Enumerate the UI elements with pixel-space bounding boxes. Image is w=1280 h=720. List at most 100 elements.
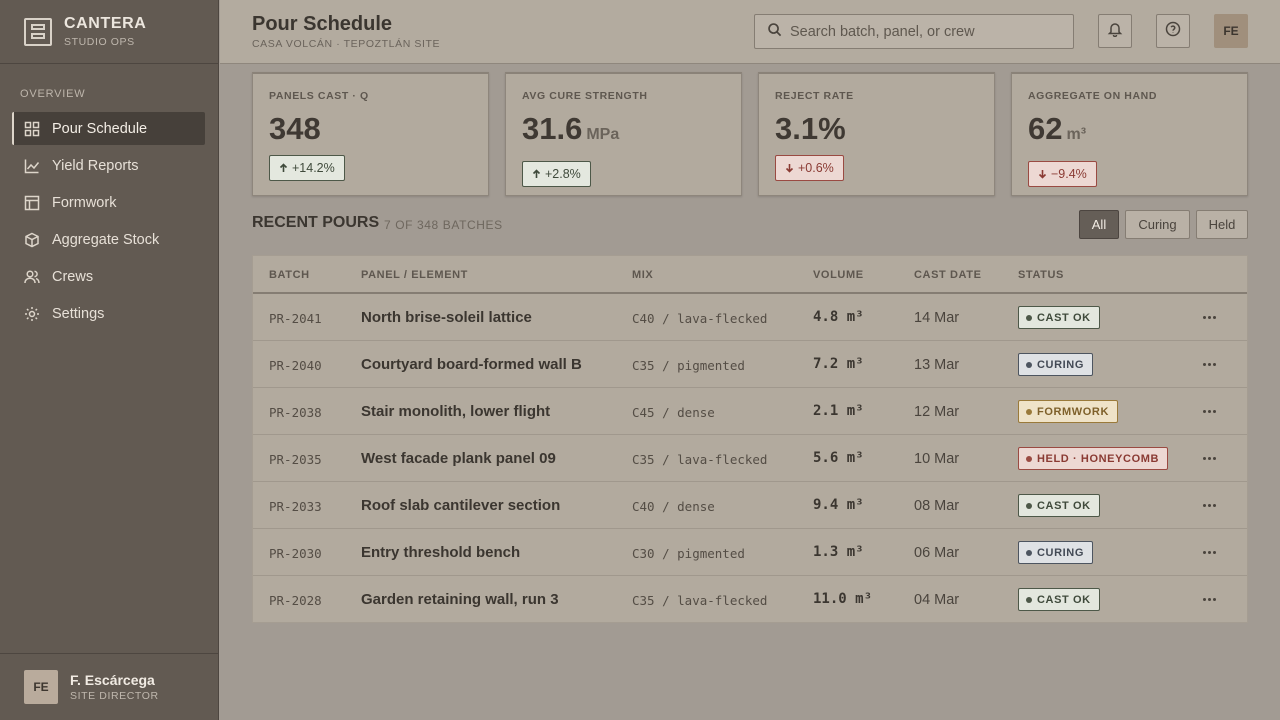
avatar: FE <box>24 670 58 704</box>
help-icon <box>1165 21 1181 42</box>
status-dot <box>1026 502 1032 509</box>
bell-icon <box>1107 21 1123 42</box>
ellipsis-icon <box>1202 456 1206 460</box>
kpi-value: 62 m³ <box>1028 111 1087 146</box>
volume: 5.6 m³ <box>813 450 864 466</box>
pours-table: BATCH PANEL / ELEMENT MIX VOLUME CAST DA… <box>252 255 1248 623</box>
search-box[interactable] <box>754 14 1074 49</box>
sidebar-item-settings[interactable]: Settings <box>12 297 205 330</box>
kpi-card-panels-cast: PANELS CAST · Q 348 +14.2% <box>252 72 489 196</box>
brand: CANTERA STUDIO OPS <box>0 0 218 64</box>
sidebar-item-crews[interactable]: Crews <box>12 260 205 293</box>
more-options-button[interactable] <box>1199 496 1219 514</box>
table-row[interactable]: PR-2033 Roof slab cantilever section C40 /… <box>253 482 1247 529</box>
table-row[interactable]: PR-2041 North brise-soleil lattice C40 / l… <box>253 294 1247 341</box>
table-header: BATCH PANEL / ELEMENT MIX VOLUME CAST DA… <box>253 256 1247 294</box>
kpi-label: REJECT RATE <box>775 90 854 102</box>
volume: 11.0 m³ <box>813 591 873 607</box>
kpi-label: PANELS CAST · Q <box>269 90 369 102</box>
search-icon <box>767 22 782 42</box>
page-subtitle: CASA VOLCÁN · TEPOZTLÁN SITE <box>252 38 441 50</box>
volume: 7.2 m³ <box>813 356 864 372</box>
ellipsis-icon <box>1202 550 1206 554</box>
column-header-panel[interactable]: PANEL / ELEMENT <box>361 269 468 281</box>
batch-id: PR-2038 <box>269 405 322 420</box>
table-row[interactable]: PR-2035 West facade plank panel 09 C35 / l… <box>253 435 1247 482</box>
grid-icon <box>24 121 40 137</box>
top-header: Pour Schedule CASA VOLCÁN · TEPOZTLÁN SI… <box>220 0 1280 64</box>
kpi-value: 348 <box>269 111 321 146</box>
batch-id: PR-2030 <box>269 546 322 561</box>
mix-spec: C30 / pigmented <box>632 546 745 561</box>
column-header-mix[interactable]: MIX <box>632 269 654 281</box>
sidebar-item-yield-reports[interactable]: Yield Reports <box>12 149 205 182</box>
kpi-card-reject-rate: REJECT RATE 3.1% +0.6% <box>758 72 995 196</box>
users-icon <box>24 269 40 285</box>
box-icon <box>24 232 40 248</box>
section-count: 7 OF 348 BATCHES <box>384 218 503 232</box>
status-badge: FORMWORK <box>1018 400 1119 423</box>
filter-all-button[interactable]: All <box>1079 210 1119 239</box>
status-badge: CURING <box>1018 541 1093 564</box>
user-profile[interactable]: FE F. Escárcega SITE DIRECTOR <box>0 653 219 720</box>
more-options-button[interactable] <box>1199 355 1219 373</box>
column-header-status[interactable]: STATUS <box>1018 269 1064 281</box>
filter-curing-button[interactable]: Curing <box>1125 210 1190 239</box>
sidebar-item-label: Formwork <box>52 194 117 211</box>
more-options-button[interactable] <box>1199 402 1219 420</box>
table-row[interactable]: PR-2030 Entry threshold bench C30 / pigmen… <box>253 529 1247 576</box>
status-dot <box>1026 549 1032 556</box>
sidebar-item-label: Aggregate Stock <box>52 231 160 248</box>
cast-date: 13 Mar <box>914 357 960 373</box>
brand-logo <box>24 17 52 46</box>
panel-name: Stair monolith, lower flight <box>361 403 551 420</box>
more-options-button[interactable] <box>1199 590 1219 608</box>
notifications-button[interactable] <box>1098 14 1132 48</box>
header-avatar[interactable]: FE <box>1214 14 1248 48</box>
kpi-value: 3.1% <box>775 111 846 146</box>
sidebar-item-aggregate-stock[interactable]: Aggregate Stock <box>12 223 205 256</box>
table-body: PR-2041 North brise-soleil lattice C40 / l… <box>253 294 1247 623</box>
sidebar-item-pour-schedule[interactable]: Pour Schedule <box>12 112 205 145</box>
more-options-button[interactable] <box>1199 543 1219 561</box>
sidebar: CANTERA STUDIO OPS OVERVIEW Pour Schedul… <box>0 0 219 720</box>
kpi-delta: +14.2% <box>269 155 345 181</box>
table-row[interactable]: PR-2040 Courtyard board-formed wall B C35 … <box>253 341 1247 388</box>
kpi-delta: +0.6% <box>775 155 844 181</box>
panel-name: Courtyard board-formed wall B <box>361 356 582 373</box>
sidebar-nav: Pour Schedule Yield Reports Formwork Agg… <box>0 112 218 330</box>
cast-date: 04 Mar <box>914 592 960 608</box>
status-badge: HELD · HONEYCOMB <box>1018 447 1169 470</box>
mix-spec: C35 / pigmented <box>632 358 745 373</box>
batch-id: PR-2040 <box>269 358 322 373</box>
table-row[interactable]: PR-2028 Garden retaining wall, run 3 C35 /… <box>253 576 1247 623</box>
column-header-batch[interactable]: BATCH <box>269 269 310 281</box>
kpi-card-avg-cure-strength: AVG CURE STRENGTH 31.6 MPa +2.8% <box>505 72 742 196</box>
filter-held-button[interactable]: Held <box>1196 210 1248 239</box>
more-options-button[interactable] <box>1199 449 1219 467</box>
batch-id: PR-2033 <box>269 499 322 514</box>
help-button[interactable] <box>1156 14 1190 48</box>
ellipsis-icon <box>1202 597 1206 601</box>
brand-subtitle: STUDIO OPS <box>64 36 135 48</box>
user-role: SITE DIRECTOR <box>70 690 159 702</box>
user-name: F. Escárcega <box>70 672 155 688</box>
status-dot <box>1026 596 1032 603</box>
sidebar-item-formwork[interactable]: Formwork <box>12 186 205 219</box>
cast-date: 14 Mar <box>914 310 960 326</box>
sidebar-item-label: Settings <box>52 305 105 322</box>
table-row[interactable]: PR-2038 Stair monolith, lower flight C45 /… <box>253 388 1247 435</box>
arrow-down-icon <box>1038 170 1047 179</box>
more-options-button[interactable] <box>1199 308 1219 326</box>
status-badge: CURING <box>1018 353 1093 376</box>
status-dot <box>1026 314 1032 321</box>
mix-spec: C35 / lava-flecked <box>632 593 768 608</box>
column-header-cast-date[interactable]: CAST DATE <box>914 269 982 281</box>
status-dot <box>1026 455 1032 462</box>
arrow-up-icon <box>532 169 541 178</box>
panel-name: North brise-soleil lattice <box>361 309 532 326</box>
column-header-volume[interactable]: VOLUME <box>813 269 864 281</box>
panel-name: Entry threshold bench <box>361 544 521 561</box>
kpi-delta: +2.8% <box>522 161 591 187</box>
search-input[interactable] <box>790 23 1070 40</box>
